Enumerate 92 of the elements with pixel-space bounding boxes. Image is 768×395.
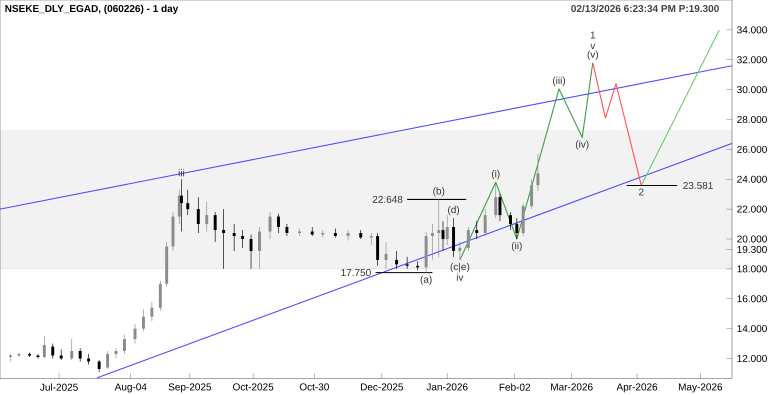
candlestick [60, 349, 63, 360]
y-tick-label: 34.000 [737, 26, 767, 34]
candlestick [28, 352, 32, 358]
candlestick [196, 196, 200, 234]
candlestick [442, 220, 444, 252]
candlestick [122, 334, 126, 354]
candlestick [334, 228, 337, 238]
candlestick [241, 230, 244, 248]
x-tick-label: Dec-2025 [360, 383, 404, 390]
y-tick-label: 19.300 [737, 246, 767, 253]
x-tick-label: May-2026 [678, 383, 722, 392]
candlestick [515, 218, 518, 240]
annotation: (b) [433, 187, 444, 196]
candlestick [222, 208, 226, 270]
candlestick [78, 348, 82, 362]
candlestick [134, 324, 136, 344]
annotation: v [590, 44, 596, 50]
x-tick-label: Oct-30 [300, 383, 329, 390]
candlestick [536, 154, 540, 192]
y-tick-label: 22.000 [737, 206, 767, 213]
annotation: (iv) [576, 140, 589, 150]
y-tick-label: 14.000 [737, 325, 767, 332]
candlestick [98, 360, 101, 372]
candlestick [9, 354, 12, 362]
y-tick-label: 30.000 [737, 86, 767, 94]
chart-title: NSEKE_DLY_EGAD, (060226) - 1 day [5, 4, 178, 14]
candlestick [370, 232, 373, 246]
candlestick [437, 199, 440, 258]
candlestick [376, 232, 380, 266]
annotation: (ii) [512, 242, 522, 252]
x-tick-label: Jan-2026 [426, 383, 468, 390]
annotation: 17.750 [341, 269, 371, 276]
annotation: (iii) [552, 76, 566, 86]
candlestick [395, 250, 398, 270]
candlestick [406, 256, 409, 270]
x-tick-label: Feb-02 [500, 383, 530, 391]
candlestick [178, 189, 181, 224]
candlestick [484, 208, 487, 236]
y-tick-label: 32.000 [737, 56, 767, 64]
candlestick [250, 234, 253, 270]
annotation: 23.581 [683, 182, 713, 190]
candlestick [180, 178, 183, 232]
chart-subtitle: 02/13/2026 6:23:34 PM P:19.300 [571, 4, 719, 12]
candlestick [276, 213, 280, 234]
y-tick-label: 24.000 [737, 176, 767, 183]
annotation: (d) [448, 206, 460, 216]
candlestick [430, 224, 434, 260]
candlestick [285, 224, 288, 236]
candlestick [150, 301, 154, 322]
candlestick [158, 280, 162, 312]
annotation: (i) [492, 170, 500, 180]
candlestick [258, 226, 261, 270]
candlestick [298, 228, 302, 236]
candlestick [346, 230, 350, 241]
y-tick-label: 12.000 [737, 354, 767, 362]
candlestick [106, 350, 110, 370]
line-series [592, 62, 642, 186]
candlestick [18, 352, 20, 358]
annotation: iv [456, 274, 464, 281]
candlestick [530, 178, 534, 210]
candlestick [452, 218, 456, 258]
y-tick-label: 16.000 [737, 295, 767, 302]
annotation: 1 [590, 32, 596, 38]
candlestick [384, 242, 388, 270]
candlestick [114, 348, 118, 359]
candlestick [509, 212, 512, 230]
x-tick-label: Aug-04 [114, 383, 147, 392]
candlestick [214, 212, 217, 242]
candlestick [268, 212, 272, 240]
candlestick [142, 308, 145, 332]
candlestick [458, 242, 462, 260]
candlestick [446, 214, 449, 246]
y-tick-label: 28.000 [737, 116, 767, 124]
y-tick-label: 18.000 [737, 265, 767, 272]
candlestick [232, 224, 236, 252]
candlestick [466, 226, 470, 252]
annotation: 2 [639, 188, 644, 196]
candlestick [42, 336, 46, 359]
candlestick [87, 354, 90, 365]
x-tick-label: Mar-2026 [551, 383, 593, 390]
annotation: (v) [588, 50, 598, 60]
y-tick-label: 20.000 [737, 235, 767, 243]
annotation: (a) [420, 276, 432, 285]
candlestick [498, 194, 502, 222]
x-tick-label: Apr-2026 [616, 383, 658, 392]
annotation: 22.648 [372, 196, 402, 203]
x-tick-label: Oct-2025 [233, 383, 274, 390]
y-tick-label: 26.000 [737, 146, 767, 153]
x-tick-label: Sep-2025 [168, 383, 212, 392]
line-series [459, 62, 594, 260]
x-tick-label: Jul-2025 [40, 383, 78, 391]
annotation: (c|e) [450, 262, 470, 272]
